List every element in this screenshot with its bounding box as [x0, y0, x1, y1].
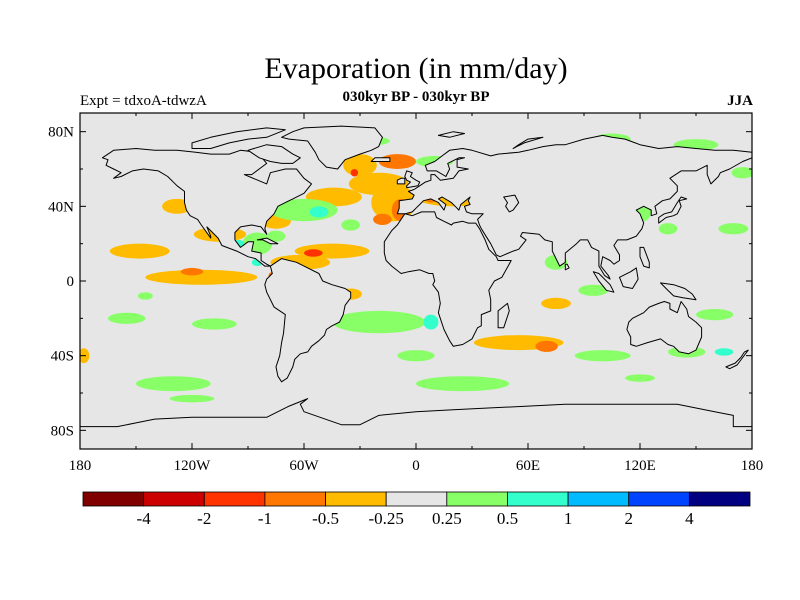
anomaly-patch	[180, 267, 204, 276]
land-iceland	[370, 157, 391, 162]
land-novaya-zemlya	[512, 136, 544, 149]
anomaly-patch	[625, 374, 655, 382]
colorbar: -4 -2 -1 -0.5 -0.25 0.25 0.5 1 2 4	[82, 491, 751, 528]
axis-ticks: 80N 40N 0 40S 80S 180 120W 60W 0 60E 120E 180	[48, 113, 763, 474]
land-baffin	[247, 144, 301, 164]
anomaly-patch	[145, 269, 258, 285]
colorbar-label: 1	[564, 509, 573, 528]
colorbar-swatch	[264, 491, 326, 507]
land-greenland	[281, 125, 383, 170]
anomaly-patch	[578, 284, 609, 296]
anomaly-patch	[574, 350, 631, 362]
anomaly-patch	[373, 213, 392, 225]
page-title: Evaporation (in mm/day)	[264, 52, 568, 85]
anomaly-patch	[192, 318, 237, 330]
anomaly-patch	[266, 230, 286, 242]
lon-tick-label: 120E	[624, 458, 656, 474]
lon-tick-label: 0	[412, 458, 420, 474]
land-antarctica	[80, 398, 752, 449]
land-arabia-caspian	[503, 194, 520, 213]
land-sumatra	[592, 271, 615, 293]
anomaly-patch	[341, 219, 360, 231]
colorbar-label: 0.25	[432, 509, 462, 528]
land-north-america	[101, 148, 312, 267]
colorbar-swatch	[203, 491, 266, 507]
land-uk	[404, 170, 421, 189]
lat-tick-label: 40S	[51, 349, 74, 365]
land-new-guinea	[660, 282, 697, 301]
land-arctic-islands	[191, 127, 286, 149]
land-borneo	[619, 267, 639, 289]
colorbar-swatch	[325, 491, 387, 507]
land-philippines	[639, 246, 650, 269]
lon-tick-label: 60E	[516, 458, 540, 474]
colorbar-label: -0.25	[368, 509, 403, 528]
lon-tick-label: 60W	[289, 458, 319, 474]
lon-tick-label: 180	[69, 458, 92, 474]
land-australia	[626, 301, 703, 355]
anomaly-patch	[332, 310, 426, 334]
anomaly-patch	[397, 350, 435, 362]
land-svalbard	[437, 131, 465, 138]
colorbar-label: 2	[624, 509, 633, 528]
anomaly-patch	[304, 249, 323, 257]
anomaly-patch	[169, 394, 215, 403]
land-cuba	[256, 237, 279, 245]
colorbar-swatch	[507, 491, 569, 507]
colorbar-swatch	[567, 491, 630, 507]
lon-tick-label: 180	[741, 458, 764, 474]
colorbar-label: 4	[685, 509, 694, 528]
colorbar-label: -4	[137, 509, 152, 528]
lat-tick-label: 80N	[48, 125, 74, 141]
anomaly-patch	[136, 376, 211, 392]
anomaly-patch	[718, 223, 749, 235]
land-sri-lanka	[564, 263, 570, 271]
lon-tick-label: 120W	[174, 458, 212, 474]
colorbar-swatch	[385, 491, 448, 507]
anomaly-patch	[137, 292, 153, 300]
anomaly-patch	[658, 223, 678, 235]
colorbar-label: 0.5	[497, 509, 518, 528]
anomaly-patch	[309, 206, 329, 218]
coastlines	[80, 125, 752, 449]
anomaly-patch	[108, 312, 146, 324]
land-ireland	[396, 177, 406, 185]
land-japan	[658, 196, 688, 224]
colorbar-swatch	[688, 491, 751, 507]
anomaly-patch	[714, 348, 734, 356]
anomaly-patch	[416, 376, 510, 392]
anomaly-patch	[696, 309, 734, 321]
experiment-label: Expt = tdxoA-tdwzA	[80, 93, 207, 109]
lat-tick-label: 0	[67, 274, 75, 290]
colorbar-label: -1	[258, 509, 272, 528]
season-label: JJA	[727, 93, 753, 109]
land-madagascar	[497, 302, 510, 329]
anomaly-patch	[423, 314, 439, 330]
period-subtitle: 030kyr BP - 030kyr BP	[342, 89, 490, 105]
land-new-zealand	[725, 349, 749, 370]
colorbar-swatch	[446, 491, 508, 507]
colorbar-label: -0.5	[312, 509, 339, 528]
land-south-america	[264, 258, 352, 383]
colorbar-swatch	[628, 491, 690, 507]
anomaly-patch	[535, 340, 558, 352]
anomaly-patch	[541, 297, 571, 309]
colorbar-swatch	[143, 491, 205, 507]
anomaly-patch	[109, 243, 170, 259]
anomaly-patch	[731, 167, 752, 179]
lat-tick-label: 40N	[48, 199, 74, 215]
lat-tick-label: 80S	[51, 423, 74, 439]
land-eurasia	[396, 134, 752, 280]
land-africa	[383, 211, 512, 347]
colorbar-swatch	[82, 491, 145, 507]
anomaly-patch	[350, 169, 359, 177]
colorbar-label: -2	[197, 509, 211, 528]
